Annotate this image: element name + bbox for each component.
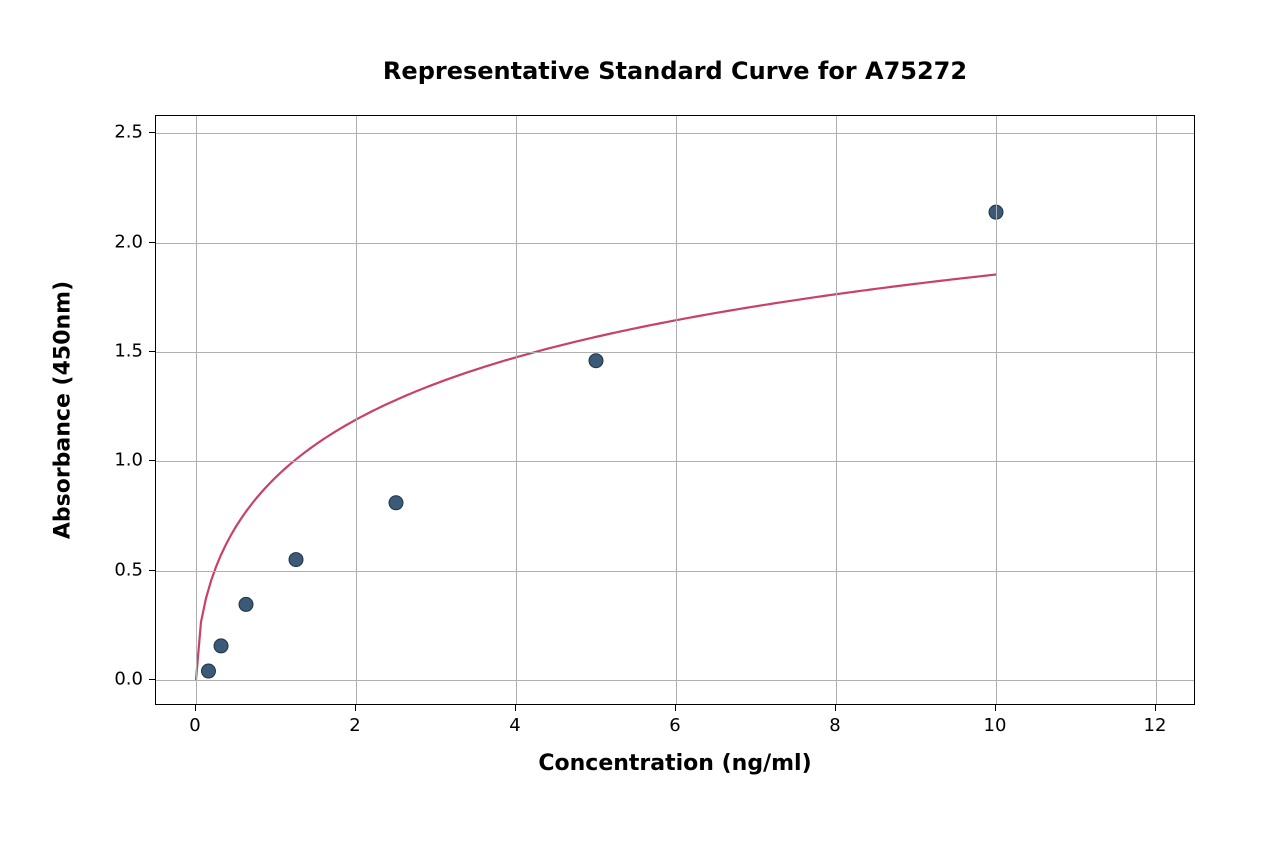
gridline-v <box>996 116 997 704</box>
data-point <box>289 553 303 567</box>
y-tick <box>149 242 155 243</box>
x-tick <box>515 705 516 711</box>
x-tick-label: 12 <box>1144 715 1167 736</box>
x-tick <box>195 705 196 711</box>
x-tick <box>355 705 356 711</box>
data-point <box>589 354 603 368</box>
x-tick <box>1155 705 1156 711</box>
data-point <box>214 639 228 653</box>
gridline-v <box>676 116 677 704</box>
fit-curve <box>196 275 996 680</box>
data-point <box>389 496 403 510</box>
gridline-h <box>156 571 1194 572</box>
x-tick-label: 2 <box>349 715 360 736</box>
chart-title: Representative Standard Curve for A75272 <box>383 57 967 85</box>
gridline-h <box>156 461 1194 462</box>
data-point <box>239 597 253 611</box>
y-tick <box>149 351 155 352</box>
x-axis-label: Concentration (ng/ml) <box>538 751 811 776</box>
gridline-v <box>196 116 197 704</box>
x-tick-label: 4 <box>509 715 520 736</box>
x-tick-label: 10 <box>984 715 1007 736</box>
y-tick <box>149 460 155 461</box>
y-tick <box>149 570 155 571</box>
gridline-h <box>156 352 1194 353</box>
plot-area <box>155 115 1195 705</box>
y-axis-label: Absorbance (450nm) <box>51 281 76 539</box>
y-tick <box>149 132 155 133</box>
x-tick-label: 0 <box>189 715 200 736</box>
gridline-v <box>836 116 837 704</box>
figure: Representative Standard Curve for A75272… <box>0 0 1280 845</box>
y-tick-label: 1.5 <box>114 341 143 362</box>
gridline-h <box>156 243 1194 244</box>
y-tick <box>149 679 155 680</box>
x-tick <box>995 705 996 711</box>
y-tick-label: 0.0 <box>114 668 143 689</box>
gridline-v <box>516 116 517 704</box>
gridline-h <box>156 133 1194 134</box>
y-tick-label: 2.5 <box>114 122 143 143</box>
y-tick-label: 1.0 <box>114 450 143 471</box>
gridline-h <box>156 680 1194 681</box>
y-tick-label: 2.0 <box>114 231 143 252</box>
x-tick <box>835 705 836 711</box>
gridline-v <box>356 116 357 704</box>
x-tick <box>675 705 676 711</box>
y-tick-label: 0.5 <box>114 559 143 580</box>
data-point <box>201 664 215 678</box>
gridline-v <box>1156 116 1157 704</box>
x-tick-label: 6 <box>669 715 680 736</box>
x-tick-label: 8 <box>829 715 840 736</box>
